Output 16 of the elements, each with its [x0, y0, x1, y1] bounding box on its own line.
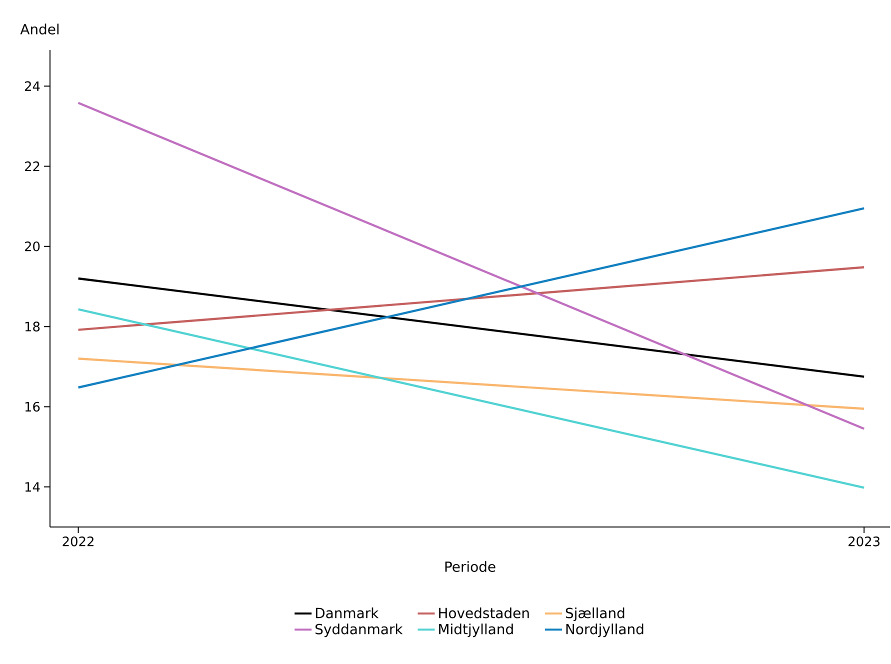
y-tick-label: 16 — [25, 402, 40, 412]
x-tick-label: 2023 — [848, 536, 880, 546]
legend-label: Sjælland — [566, 608, 624, 622]
legend-label: Nordjylland — [566, 624, 644, 638]
legend-label: Syddanmark — [316, 624, 403, 638]
y-tick-label: 22 — [24, 161, 40, 172]
legend-label: Danmark — [316, 608, 379, 618]
y-axis-title: Andel — [20, 24, 59, 34]
legend-label: Hovedstaden — [439, 608, 529, 618]
y-tick-label: 14 — [25, 482, 40, 492]
x-tick-label: 2022 — [62, 536, 94, 546]
y-tick-label: 18 — [25, 322, 40, 332]
y-tick-label: 24 — [24, 81, 40, 91]
x-axis-title: Periode — [445, 561, 496, 572]
y-tick-label: 20 — [24, 242, 40, 252]
legend-label: Midtjylland — [439, 624, 513, 638]
